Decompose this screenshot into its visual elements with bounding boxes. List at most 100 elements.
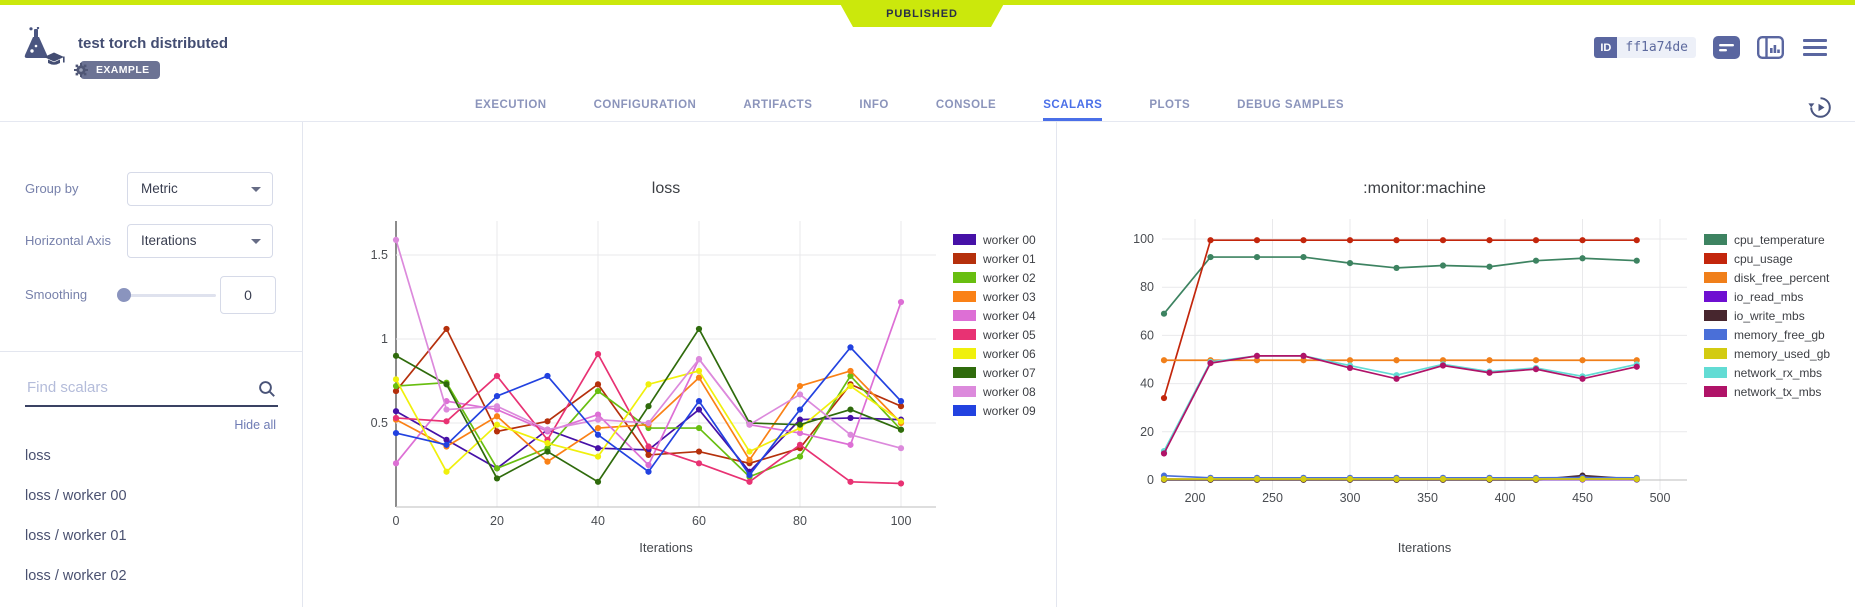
monitor-machine-chart-card: 200 250 300 350 400 450 500 0 20 40 60 80 100:monito… xyxy=(1056,122,1855,607)
svg-text:100: 100 xyxy=(891,514,912,528)
group-by-label: Group by xyxy=(25,181,79,196)
panel-chart-icon xyxy=(1757,36,1784,59)
tab-debug-samples[interactable]: DEBUG SAMPLES xyxy=(1237,99,1344,111)
legend-item-network_tx_mbs[interactable]: network_tx_mbs xyxy=(1704,386,1830,398)
search-icon[interactable] xyxy=(258,380,276,398)
horizontal-axis-select[interactable]: Iterations xyxy=(127,224,273,258)
header-actions: ID ff1a74de xyxy=(1594,36,1829,59)
tab-info[interactable]: INFO xyxy=(859,99,889,111)
menu-button[interactable] xyxy=(1801,37,1829,58)
legend-label: cpu_usage xyxy=(1734,251,1793,266)
gear-icon xyxy=(74,63,88,77)
id-label: ID xyxy=(1594,37,1618,58)
smoothing-input[interactable]: 0 xyxy=(220,276,276,314)
refresh-icon xyxy=(1808,97,1831,118)
svg-text:1: 1 xyxy=(381,332,388,346)
legend-item-cpu_temperature[interactable]: cpu_temperature xyxy=(1704,234,1830,246)
svg-text:60: 60 xyxy=(692,514,706,528)
series-worker-05 xyxy=(392,351,905,487)
tab-console[interactable]: CONSOLE xyxy=(935,99,997,111)
tab-execution[interactable]: EXECUTION xyxy=(474,99,547,111)
auto-refresh-button[interactable] xyxy=(1808,95,1833,125)
legend-item-memory_free_gb[interactable]: memory_free_gb xyxy=(1704,329,1830,341)
chevron-down-icon xyxy=(251,239,261,244)
hide-all-link[interactable]: Hide all xyxy=(234,418,276,432)
legend-item-disk_free_percent[interactable]: disk_free_percent xyxy=(1704,270,1830,285)
status-banner: PUBLISHED xyxy=(838,0,1006,27)
tab-scalars[interactable]: SCALARS xyxy=(1043,93,1103,121)
legend-swatch xyxy=(1704,386,1727,397)
legend-swatch xyxy=(1704,291,1727,302)
group-by-value: Metric xyxy=(141,181,178,196)
legend-swatch xyxy=(953,367,976,378)
svg-text:0.5: 0.5 xyxy=(371,416,388,430)
svg-text:350: 350 xyxy=(1417,491,1438,505)
group-by-select[interactable]: Metric xyxy=(127,172,273,206)
tab-plots[interactable]: PLOTS xyxy=(1149,99,1191,111)
legend-item-worker-09[interactable]: worker 09 xyxy=(953,405,1036,417)
loss-chart-canvas[interactable]: 0 20 40 60 80 100 0.5 1 1.5 loss Iterations xyxy=(303,122,1056,607)
metrics-panel-button[interactable] xyxy=(1757,36,1784,59)
svg-text:450: 450 xyxy=(1572,491,1593,505)
legend-item-worker-00[interactable]: worker 00 xyxy=(953,232,1036,247)
svg-text:Iterations: Iterations xyxy=(639,540,693,555)
legend-item-io_read_mbs[interactable]: io_read_mbs xyxy=(1704,291,1830,303)
legend-item-worker-01[interactable]: worker 01 xyxy=(953,251,1036,266)
legend-swatch xyxy=(1704,234,1727,245)
loss-chart-card: 0 20 40 60 80 100 0.5 1 1.5 loss Iterations worker… xyxy=(303,122,1056,607)
svg-text:60: 60 xyxy=(1140,328,1154,342)
scalar-item-loss-worker-02[interactable]: loss / worker 02 xyxy=(25,568,127,584)
legend-swatch xyxy=(953,405,976,416)
legend-swatch xyxy=(1704,272,1727,283)
legend-label: network_rx_mbs xyxy=(1734,365,1823,380)
svg-text:20: 20 xyxy=(490,514,504,528)
legend-item-worker-03[interactable]: worker 03 xyxy=(953,291,1036,303)
svg-text:500: 500 xyxy=(1650,491,1671,505)
series-worker-09 xyxy=(392,344,905,479)
legend-item-worker-06[interactable]: worker 06 xyxy=(953,346,1036,361)
legend-item-cpu_usage[interactable]: cpu_usage xyxy=(1704,251,1830,266)
tabs: EXECUTION CONFIGURATION ARTIFACTS INFO C… xyxy=(0,93,1837,121)
search-input[interactable] xyxy=(25,378,244,397)
legend-swatch xyxy=(1704,253,1727,264)
legend-label: memory_used_gb xyxy=(1734,346,1831,361)
scalar-item-loss-worker-00[interactable]: loss / worker 00 xyxy=(25,488,127,504)
scalars-sidebar: Group by Metric Horizontal Axis Iteratio… xyxy=(0,122,303,607)
smoothing-slider-track[interactable] xyxy=(124,294,216,297)
legend-label: worker 06 xyxy=(983,346,1036,361)
experiment-id-chip[interactable]: ID ff1a74de xyxy=(1594,37,1696,58)
example-badge: EXAMPLE xyxy=(74,61,160,79)
menu-bar xyxy=(1803,46,1827,49)
scalar-item-loss[interactable]: loss xyxy=(25,448,51,464)
tab-configuration[interactable]: CONFIGURATION xyxy=(593,99,697,111)
svg-text:80: 80 xyxy=(793,514,807,528)
legend-swatch xyxy=(953,253,976,264)
details-button[interactable] xyxy=(1713,36,1740,59)
tab-artifacts[interactable]: ARTIFACTS xyxy=(743,99,813,111)
legend-item-io_write_mbs[interactable]: io_write_mbs xyxy=(1704,308,1830,323)
legend-label: disk_free_percent xyxy=(1734,270,1830,285)
menu-bar xyxy=(1803,39,1827,42)
legend-item-network_rx_mbs[interactable]: network_rx_mbs xyxy=(1704,365,1830,380)
legend-label: worker 05 xyxy=(983,327,1036,342)
legend-item-worker-02[interactable]: worker 02 xyxy=(953,272,1036,284)
legend-item-worker-08[interactable]: worker 08 xyxy=(953,386,1036,398)
console-output-icon xyxy=(1713,36,1740,59)
legend-swatch xyxy=(1704,367,1727,378)
scalar-item-loss-worker-01[interactable]: loss / worker 01 xyxy=(25,528,127,544)
legend-swatch xyxy=(1704,310,1727,321)
series-network_rx_mbs xyxy=(1160,352,1640,455)
series-worker-01 xyxy=(392,325,905,467)
legend-label: worker 01 xyxy=(983,251,1036,266)
monitor-machine-chart-canvas[interactable]: 200 250 300 350 400 450 500 0 20 40 60 80 100:monito… xyxy=(1057,122,1855,607)
legend-item-worker-04[interactable]: worker 04 xyxy=(953,310,1036,322)
legend-label: worker 00 xyxy=(983,232,1036,247)
legend-item-memory_used_gb[interactable]: memory_used_gb xyxy=(1704,346,1831,361)
scalar-search xyxy=(25,374,278,407)
legend-item-worker-07[interactable]: worker 07 xyxy=(953,367,1036,379)
legend-item-worker-05[interactable]: worker 05 xyxy=(953,327,1036,342)
smoothing-label: Smoothing xyxy=(25,287,88,302)
legend-label: io_write_mbs xyxy=(1734,308,1805,323)
smoothing-slider-handle[interactable] xyxy=(117,288,131,302)
legend-swatch xyxy=(1704,329,1727,340)
